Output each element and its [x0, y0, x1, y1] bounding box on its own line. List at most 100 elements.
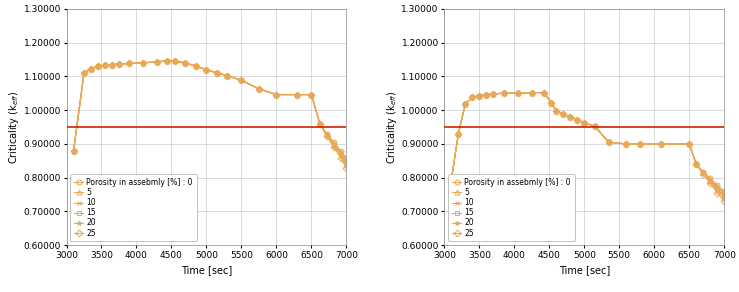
- 10: [237, 79, 246, 82]
- 15: [213, 71, 222, 75]
- Porosity in assebmly [%] : 0: (4.8e+03, 0.98): 0: (4.8e+03, 0.98): [566, 115, 575, 119]
- 10: [552, 109, 561, 112]
- 20: [692, 162, 701, 166]
- Porosity in assebmly [%] : 0: (5.8e+03, 0.9): 0: (5.8e+03, 0.9): [636, 142, 644, 146]
- Line: 5: 5: [71, 58, 349, 162]
- 5: [706, 178, 715, 181]
- Porosity in assebmly [%] : 0: (3.75e+03, 1.14): 0: (3.75e+03, 1.14): [115, 62, 123, 66]
- 20: [171, 60, 180, 63]
- 25: [101, 63, 109, 67]
- 15: [461, 102, 470, 106]
- 5: [181, 61, 190, 65]
- 20: [181, 61, 190, 65]
- 10: [720, 193, 729, 196]
- 5: [162, 59, 171, 62]
- 20: [101, 63, 109, 67]
- 10: [489, 92, 498, 96]
- 25: [316, 122, 324, 125]
- 15: [330, 143, 338, 147]
- Porosity in assebmly [%] : 0: (3.45e+03, 1.13): 0: (3.45e+03, 1.13): [94, 65, 103, 68]
- 25: [657, 142, 666, 146]
- 25: [322, 135, 331, 138]
- 15: [447, 178, 456, 182]
- 25: [685, 142, 694, 146]
- Porosity in assebmly [%] : 0: (3.9e+03, 1.14): 0: (3.9e+03, 1.14): [125, 62, 134, 65]
- 10: [272, 93, 281, 96]
- 20: [115, 62, 123, 66]
- 10: [657, 142, 666, 146]
- Porosity in assebmly [%] : 0: (3.6e+03, 1.05): 0: (3.6e+03, 1.05): [482, 93, 491, 96]
- 25: [153, 60, 162, 64]
- Porosity in assebmly [%] : 0: (6.6e+03, 0.84): 0: (6.6e+03, 0.84): [692, 162, 701, 166]
- 10: [342, 160, 351, 163]
- Porosity in assebmly [%] : 0: (3.7e+03, 1.05): 0: (3.7e+03, 1.05): [489, 92, 498, 96]
- 25: [139, 61, 148, 65]
- 10: [316, 122, 324, 125]
- 5: [322, 133, 331, 136]
- 5: [80, 71, 89, 75]
- 20: [272, 93, 281, 96]
- 5: [720, 191, 729, 195]
- Porosity in assebmly [%] : 0: (4.05e+03, 1.05): 0: (4.05e+03, 1.05): [514, 91, 522, 95]
- 15: [322, 133, 331, 137]
- 25: [86, 67, 95, 70]
- Porosity in assebmly [%] : 0: (3.3e+03, 1.02): 0: (3.3e+03, 1.02): [461, 102, 470, 106]
- Porosity in assebmly [%] : 0: (6.9e+03, 0.778): 0: (6.9e+03, 0.778): [713, 183, 722, 187]
- Porosity in assebmly [%] : 0: (3.85e+03, 1.05): 0: (3.85e+03, 1.05): [500, 91, 508, 95]
- 25: [307, 93, 316, 96]
- 5: [580, 121, 589, 124]
- 20: [237, 79, 246, 82]
- 10: [685, 142, 694, 146]
- 10: [69, 150, 78, 153]
- 5: [254, 87, 263, 91]
- 10: [699, 171, 708, 174]
- 5: [482, 93, 491, 96]
- 20: [605, 140, 613, 144]
- 5: [447, 178, 456, 182]
- 20: [213, 71, 222, 75]
- 20: [566, 115, 575, 119]
- 25: [699, 172, 708, 176]
- 20: [307, 93, 316, 96]
- 10: [636, 142, 644, 146]
- 15: [316, 122, 324, 125]
- 15: [482, 93, 491, 96]
- 5: [475, 94, 484, 97]
- 5: [237, 79, 246, 82]
- 20: [514, 91, 522, 95]
- 20: [447, 178, 456, 182]
- 25: [482, 93, 491, 96]
- 5: [713, 185, 722, 188]
- Line: 15: 15: [71, 58, 349, 166]
- Porosity in assebmly [%] : 0: (4.7e+03, 0.988): 0: (4.7e+03, 0.988): [559, 112, 568, 116]
- 20: [573, 118, 582, 121]
- Porosity in assebmly [%] : 0: (3.1e+03, 0.878): 0: (3.1e+03, 0.878): [69, 150, 78, 153]
- 20: [254, 87, 263, 91]
- 5: [468, 95, 477, 99]
- Legend: Porosity in assebmly [%] : 0, 5, 10, 15, 20, 25: Porosity in assebmly [%] : 0, 5, 10, 15,…: [70, 174, 197, 241]
- 10: [223, 74, 232, 77]
- 15: [69, 150, 78, 153]
- 5: [293, 93, 302, 96]
- Porosity in assebmly [%] : 0: (4.6e+03, 0.998): 0: (4.6e+03, 0.998): [552, 109, 561, 112]
- 25: [162, 59, 171, 62]
- 20: [540, 91, 549, 94]
- 15: [191, 65, 200, 68]
- 10: [482, 93, 491, 96]
- 25: [223, 74, 232, 77]
- 25: [237, 79, 246, 82]
- 15: [454, 132, 463, 135]
- 15: [706, 179, 715, 183]
- 25: [213, 71, 222, 75]
- 10: [213, 71, 222, 75]
- 10: [171, 60, 180, 63]
- 10: [322, 133, 331, 136]
- Line: Porosity in assebmly [%] : 0: Porosity in assebmly [%] : 0: [71, 58, 349, 161]
- 20: [202, 68, 211, 71]
- 15: [336, 153, 345, 156]
- 25: [547, 102, 556, 105]
- 10: [94, 65, 103, 68]
- 20: [454, 132, 463, 135]
- 10: [115, 62, 123, 66]
- 10: [590, 125, 599, 128]
